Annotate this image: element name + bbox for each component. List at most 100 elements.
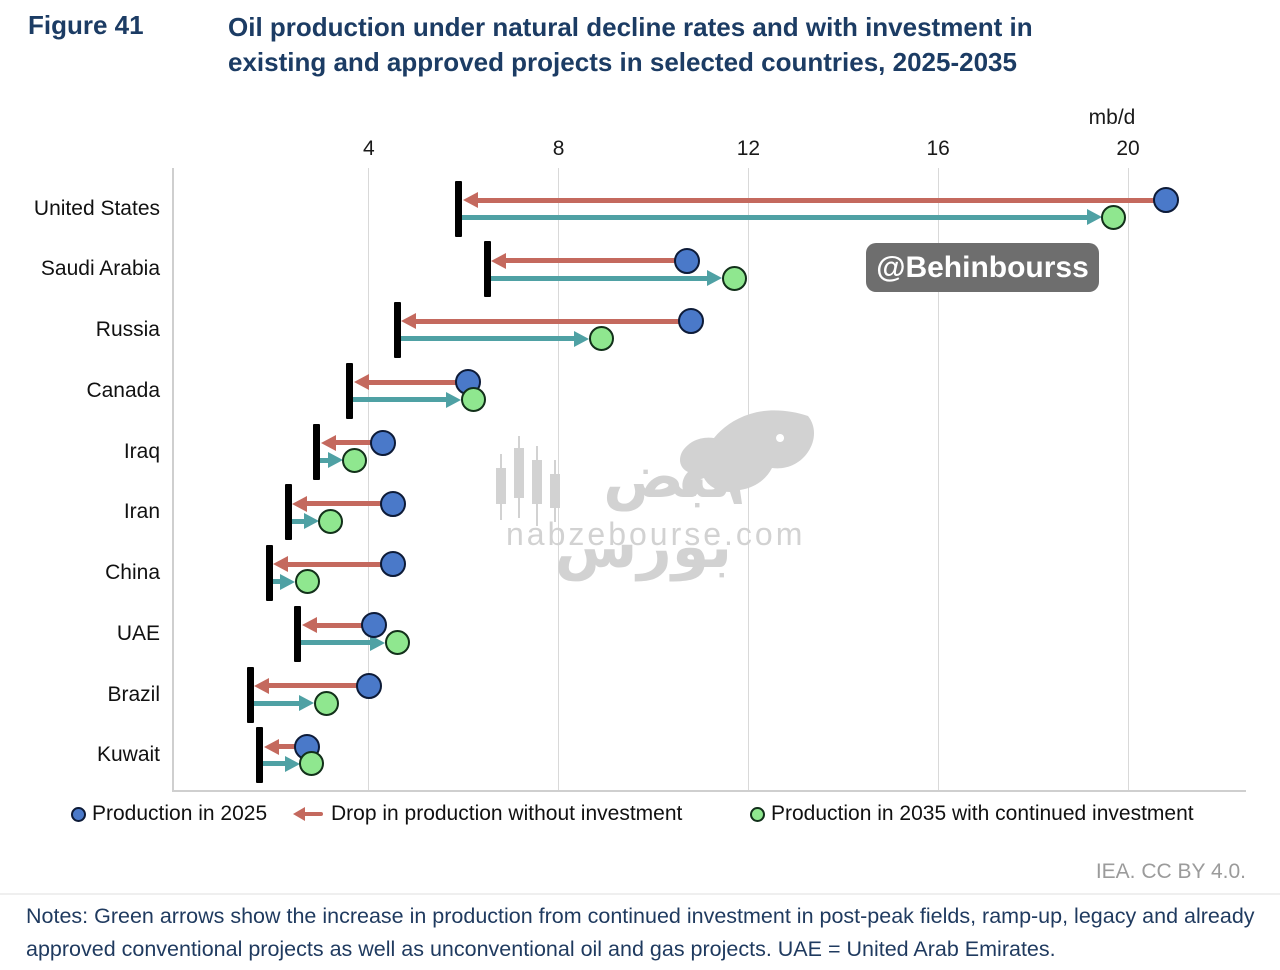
x-tick-label-4: 4: [362, 137, 375, 160]
growth-arrow-line: [487, 275, 711, 281]
growth-arrowhead-icon: [284, 755, 300, 772]
legend-drop-label: Drop in production without investment: [331, 802, 683, 825]
drop-arrowhead-icon: [353, 374, 369, 391]
drop-arrow-line: [275, 744, 308, 750]
legend-2035-label: Production in 2035 with continued invest…: [771, 802, 1194, 825]
bull-logo-icon: [680, 410, 814, 504]
growth-arrow-line: [269, 579, 284, 585]
drop-arrowhead-icon: [320, 434, 336, 451]
watermark-brand-text: نبض بورس: [554, 442, 732, 582]
country-label: United States: [33, 196, 160, 220]
growth-arrow-line: [259, 761, 288, 767]
growth-arrowhead-icon: [446, 391, 462, 408]
x-tick-label-20: 20: [1116, 137, 1140, 160]
legend-2025-label: Production in 2025: [92, 802, 268, 825]
drop-arrow-line: [266, 683, 369, 689]
production-2025-dot: [379, 490, 406, 517]
figure-title-line1: Oil production under natural decline rat…: [228, 12, 1033, 42]
country-label: Iraq: [123, 439, 160, 463]
x-axis-line: [172, 790, 1246, 792]
production-2025-dot: [355, 672, 382, 699]
decline-level-tick: [265, 545, 273, 602]
production-2025-dot: [370, 429, 397, 456]
legend-item-2025: Production in 2025: [71, 802, 267, 826]
production-2025-dot: [678, 308, 705, 335]
country-label: Saudi Arabia: [40, 257, 160, 281]
growth-arrowhead-icon: [303, 513, 319, 530]
footer-divider: [0, 893, 1280, 895]
axis-unit-label: mb/d: [1088, 106, 1136, 129]
country-label: Russia: [95, 318, 160, 342]
drop-arrow-line: [503, 258, 687, 264]
drop-arrow-line: [474, 197, 1166, 203]
drop-arrow-line: [365, 379, 469, 385]
drop-arrowhead-icon: [254, 677, 270, 694]
decline-level-tick: [393, 302, 401, 359]
green-dot-icon: [750, 806, 765, 822]
decline-level-tick: [256, 727, 264, 784]
drop-arrow-line: [332, 440, 384, 446]
drop-arrowhead-icon: [491, 252, 507, 269]
production-2035-dot: [313, 690, 339, 716]
decline-level-tick: [483, 241, 491, 298]
drop-arrowhead-icon: [263, 738, 279, 755]
candlestick-icon: [496, 436, 560, 526]
production-2035-dot: [721, 265, 747, 291]
growth-arrow-line: [316, 457, 331, 463]
growth-arrow-line: [250, 700, 303, 706]
y-axis-line: [172, 168, 174, 792]
x-tick-label-12: 12: [736, 137, 761, 160]
country-label: Kuwait: [96, 743, 160, 767]
country-label: Brazil: [107, 682, 160, 706]
watermark-center: نبض بورس nabzebourse.com: [470, 410, 814, 582]
production-2035-dot: [460, 387, 486, 413]
red-arrow-icon: [293, 806, 323, 822]
legend-item-drop: Drop in production without investment: [293, 802, 682, 826]
decline-level-tick: [346, 362, 354, 419]
production-2035-dot: [299, 751, 325, 777]
growth-arrowhead-icon: [370, 634, 386, 651]
drop-arrow-line: [285, 561, 393, 567]
growth-arrowhead-icon: [280, 573, 296, 590]
growth-arrowhead-icon: [707, 270, 723, 287]
x-tick-label-8: 8: [552, 137, 565, 160]
growth-arrowhead-icon: [299, 695, 315, 712]
decline-level-tick: [284, 484, 292, 541]
decline-level-tick: [455, 180, 463, 237]
figure-title: Oil production under natural decline rat…: [228, 10, 1188, 80]
production-2025-dot: [673, 247, 700, 274]
watermark-site-text: nabzebourse.com: [506, 516, 806, 552]
drop-arrowhead-icon: [401, 313, 417, 330]
watermark-badge: @Behinbourss: [866, 243, 1099, 292]
gridline-16: [937, 168, 939, 790]
growth-arrow-line: [397, 336, 578, 342]
blue-dot-icon: [71, 806, 86, 822]
production-2035-dot: [588, 326, 614, 352]
growth-arrow-line: [288, 518, 307, 524]
x-tick-label-16: 16: [926, 137, 950, 160]
growth-arrow-line: [297, 640, 374, 645]
drop-arrowhead-icon: [301, 617, 317, 634]
source-attribution: IEA. CC BY 4.0.: [1095, 860, 1246, 883]
decline-level-tick: [313, 423, 321, 480]
drop-arrow-line: [304, 501, 393, 507]
production-2035-dot: [384, 630, 410, 655]
figure-number-label: Figure 41: [28, 10, 144, 40]
drop-arrowhead-icon: [292, 495, 308, 512]
production-2035-dot: [318, 508, 344, 534]
production-2025-dot: [379, 551, 406, 578]
growth-arrowhead-icon: [574, 330, 590, 347]
production-2035-dot: [294, 569, 320, 595]
production-2025-dot: [1152, 187, 1179, 213]
growth-arrowhead-icon: [327, 452, 343, 469]
production-2025-dot: [360, 612, 387, 639]
gridline-4: [368, 168, 370, 790]
figure-notes: Notes: Green arrows show the increase in…: [26, 904, 1255, 961]
drop-arrow-line: [313, 622, 374, 628]
chart-legend: Production in 2025 Drop in production wi…: [0, 802, 1280, 836]
production-2035-dot: [342, 447, 368, 473]
country-label: Canada: [86, 378, 160, 402]
growth-arrowhead-icon: [1086, 209, 1102, 226]
country-label: Iran: [123, 500, 160, 524]
